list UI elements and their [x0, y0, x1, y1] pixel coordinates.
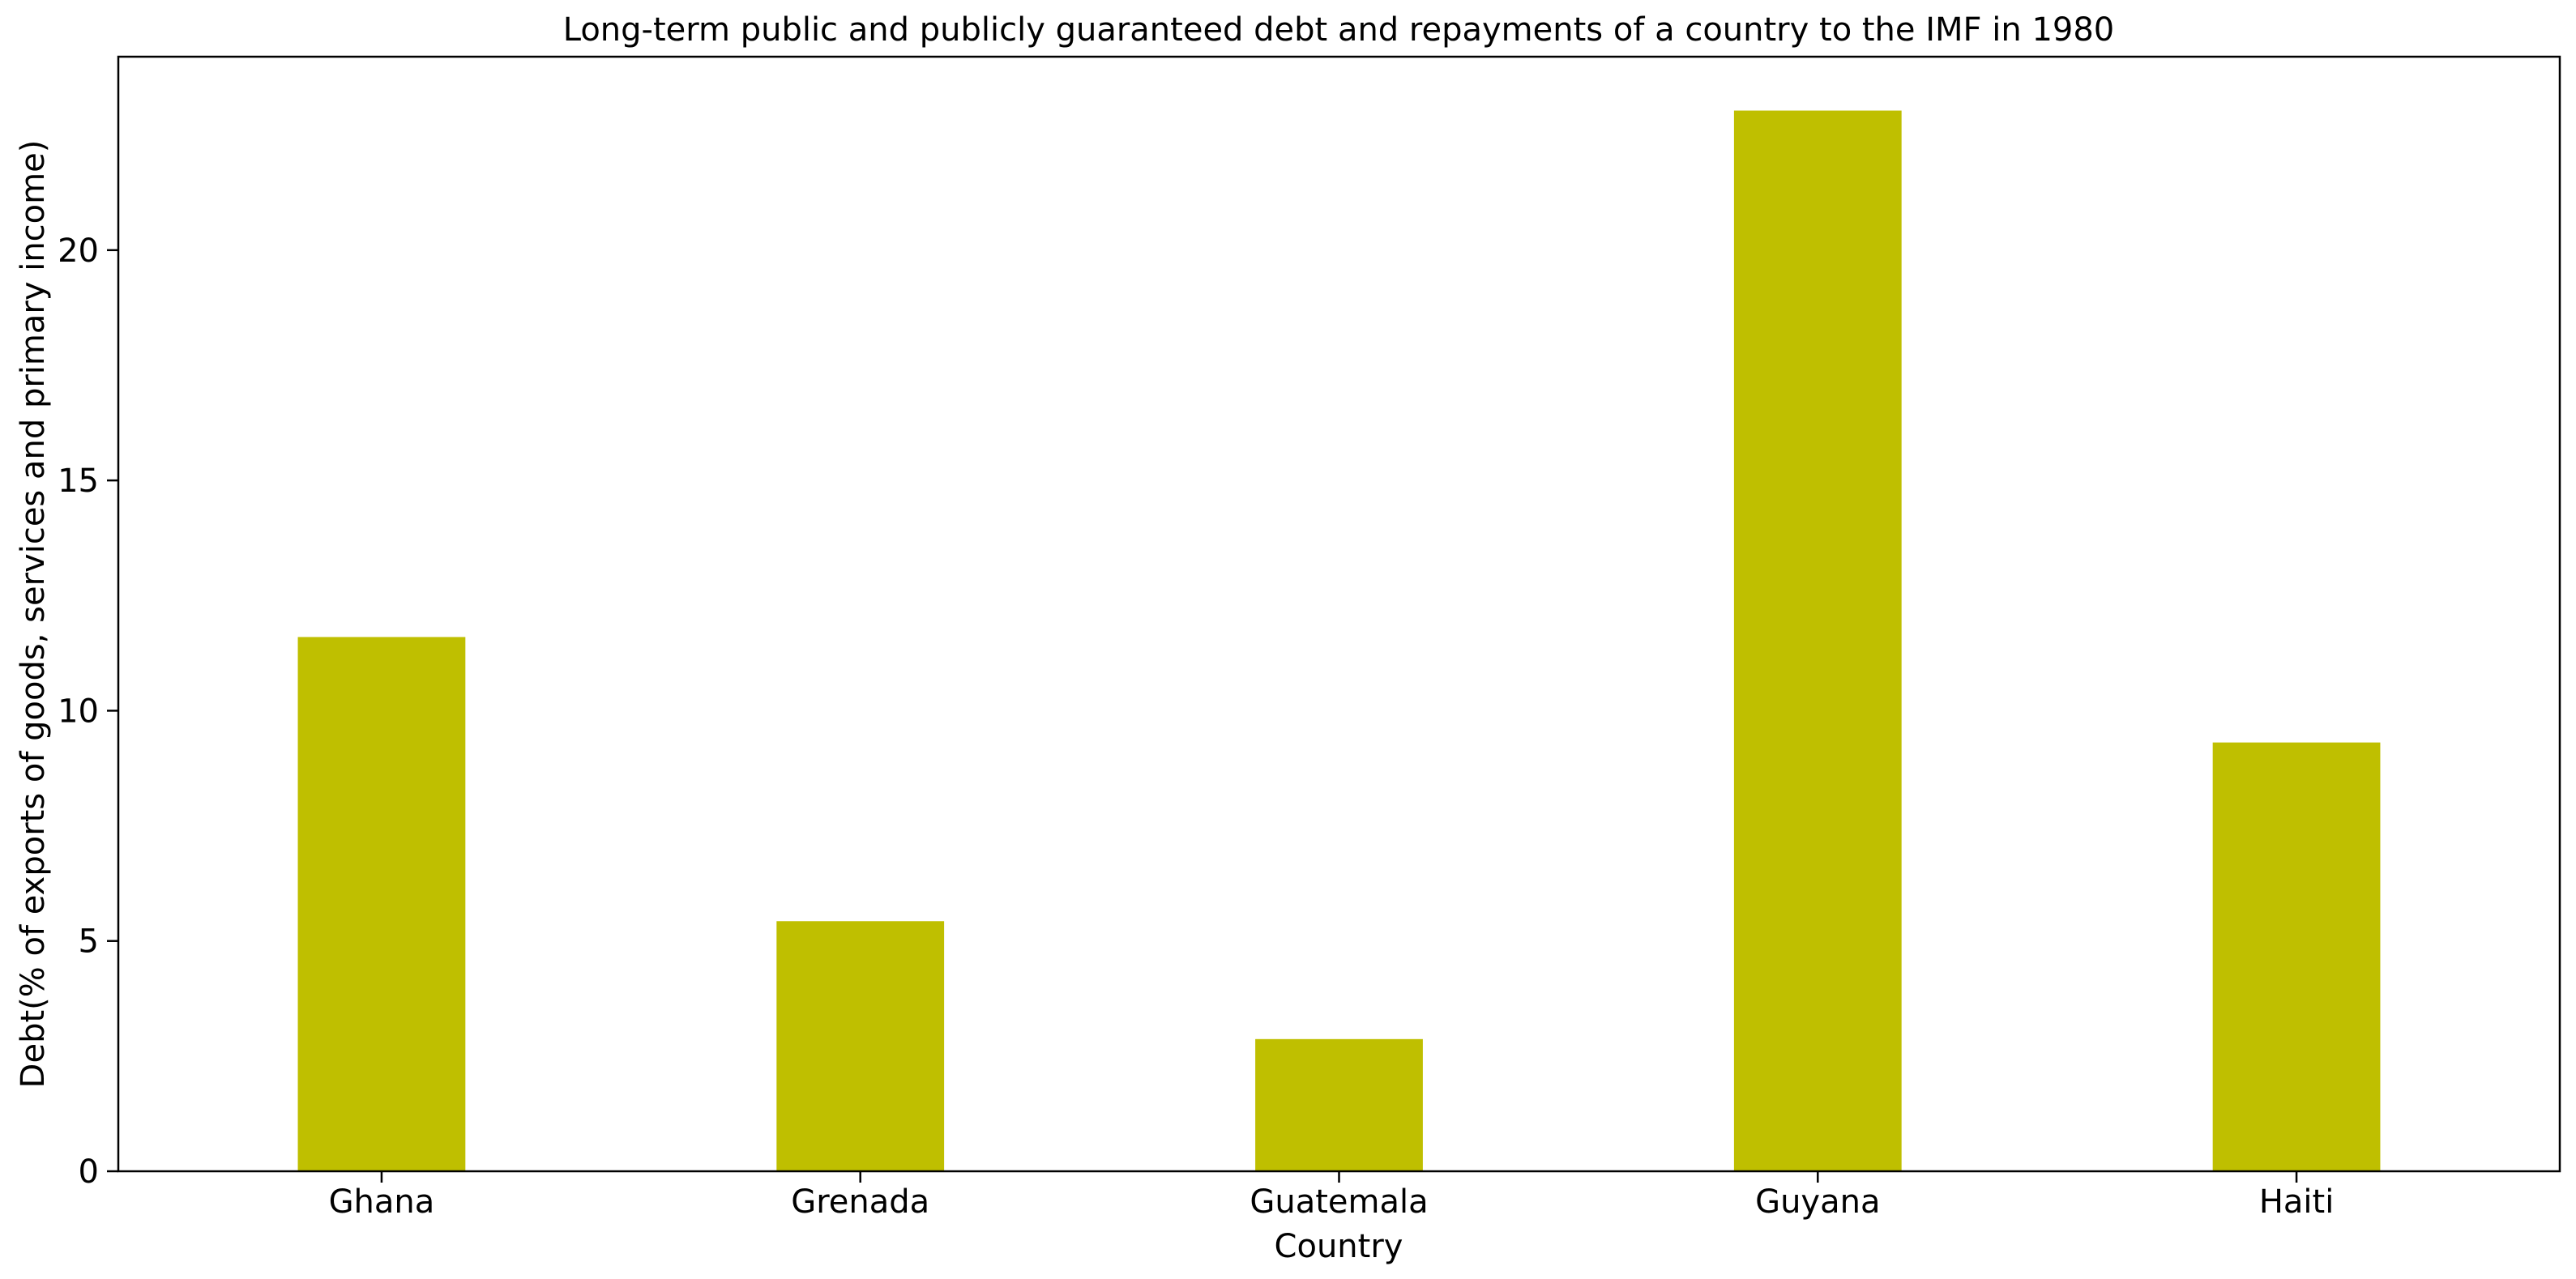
y-tick-label: 5: [79, 923, 99, 961]
y-tick-label: 10: [58, 693, 99, 730]
bar-haiti: [2212, 742, 2381, 1171]
chart-title: Long-term public and publicly guaranteed…: [563, 11, 2115, 49]
bars-group: [297, 110, 2381, 1171]
bar-ghana: [297, 637, 466, 1171]
x-axis-label: Country: [1275, 1228, 1403, 1265]
x-tick-label: Haiti: [2259, 1183, 2335, 1221]
bar-guyana: [1733, 110, 1902, 1171]
y-tick-label: 0: [79, 1153, 99, 1191]
plot-frame: [117, 55, 2561, 1173]
y-tick-label: 20: [58, 232, 99, 270]
y-axis-label: Debt(% of exports of goods, services and…: [15, 140, 52, 1089]
y-tick-label: 15: [58, 463, 99, 500]
x-tick-label: Guyana: [1755, 1183, 1880, 1221]
x-tick-label: Grenada: [791, 1183, 929, 1221]
bar-guatemala: [1255, 1038, 1423, 1171]
x-axis-ticks: Ghana Grenada Guatemala Guyana Haiti: [329, 1171, 2335, 1221]
bar-grenada: [776, 921, 945, 1171]
x-tick-label: Ghana: [329, 1183, 435, 1221]
y-axis-ticks: 0 5 10 15 20: [58, 232, 118, 1191]
x-tick-label: Guatemala: [1250, 1183, 1428, 1221]
